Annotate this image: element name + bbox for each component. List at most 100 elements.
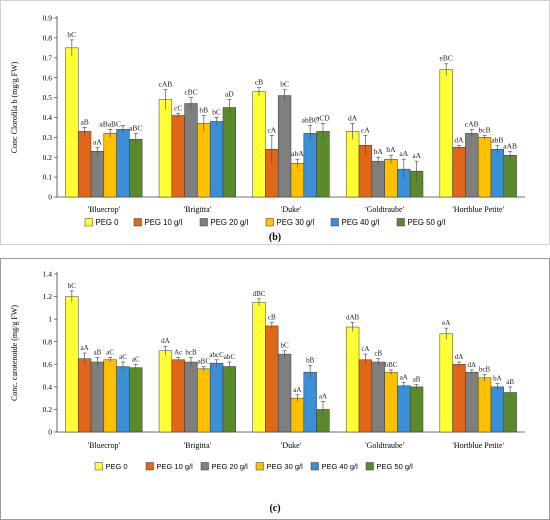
panel-c-bar: [409, 386, 424, 433]
panel-c-legend-swatch: [200, 462, 209, 471]
panel-c-y-tick-label: 1.4: [43, 270, 53, 279]
panel-b-legend-swatch: [133, 218, 142, 227]
panel-b-category-label: 'Hortblue Petite': [452, 205, 504, 214]
panel-b-data-label: dA: [454, 135, 464, 144]
panel-c-data-label: aC: [132, 355, 140, 363]
panel-c-legend-swatch: [94, 462, 103, 471]
panel-c-bar: [477, 377, 492, 433]
panel-c-bar: [465, 371, 479, 433]
panel-c-data-label: bB: [306, 356, 315, 364]
panel-b-y-tick-label: 0: [48, 193, 52, 202]
panel-c-bar: [90, 361, 105, 433]
panel-b-bar: [129, 139, 143, 198]
panel-c-legend-swatch: [255, 462, 264, 471]
panel-c-bar: [184, 361, 198, 433]
panel-c-data-label: abcC: [209, 351, 224, 359]
panel-b-bar: [184, 103, 198, 198]
panel-c-bar: [384, 371, 398, 433]
panel-b-legend-swatch: [84, 218, 93, 227]
panel-c-bar: [65, 296, 79, 433]
panel-b-legend-label: PEG 10 g/l: [145, 218, 183, 227]
panel-b-legend-swatch: [330, 218, 339, 227]
panel-c-data-label: dA: [455, 353, 464, 361]
panel-c-bar: [452, 364, 466, 433]
panel-b-y-tick-label: 0.8: [43, 33, 53, 42]
panel-c-bar: [345, 326, 360, 433]
panel-b-bar: [384, 158, 398, 198]
panel-b-data-label: aCD: [316, 113, 330, 122]
panel-c-data-label: aC: [119, 353, 127, 361]
panel-b-category-label: 'Bluecrop': [88, 205, 121, 214]
panel-c-y-tick-label: 0.4: [43, 382, 53, 391]
panel-b-bar: [371, 160, 385, 198]
panel-c-data-label: aB: [413, 376, 421, 384]
panel-b-bar: [290, 162, 305, 198]
panel-c-data-label: bcB: [479, 365, 491, 373]
panel-c-data-label: eA: [442, 319, 450, 327]
panel-b-category-label: 'Duke': [281, 205, 302, 214]
panel-c-data-label: bA: [493, 374, 502, 382]
panel-c-bar: [265, 325, 279, 433]
panel-b-data-label: aA: [412, 151, 421, 160]
panel-c-legend-label: PEG 10 g/l: [157, 462, 194, 471]
panel-c-bar: [129, 367, 143, 433]
panel-c-legend-label: PEG 50 g/l: [377, 462, 414, 471]
panel-b-data-label: abBC: [302, 115, 319, 124]
panel-c-legend-swatch: [310, 462, 319, 471]
panel-c-bar: [103, 359, 117, 433]
panel-c-data-label: cA: [361, 345, 369, 353]
panel-c-data-label: aA: [81, 344, 89, 352]
panel-c-data-label: abC: [224, 353, 236, 361]
panel-b-bar: [477, 137, 492, 198]
panel-c-bar: [252, 301, 266, 433]
panel-c-data-label: aA: [319, 393, 327, 401]
panel-b-bar: [116, 129, 130, 198]
panel-b-data-label: bB: [199, 105, 208, 114]
panel-b-legend-label: PEG 40 g/l: [342, 218, 380, 227]
panel-c-legend-swatch: [145, 462, 154, 471]
panel-c-y-tick-label: 0.8: [43, 337, 53, 346]
panel-c-bar: [439, 333, 453, 433]
panel-b-data-label: bA: [386, 145, 396, 154]
panel-b-bar: [90, 151, 105, 198]
panel-c-bar: [303, 371, 317, 433]
panel-b-bar: [439, 69, 453, 198]
panel-c-bar: [371, 361, 385, 433]
panel-c-bar: [222, 366, 237, 433]
panel-c-bar: [116, 366, 130, 433]
panel-b-data-label: aA: [399, 149, 408, 158]
panel-b-bar: [171, 115, 185, 198]
panel-b-category-label: 'Goldtraube': [365, 205, 404, 214]
panel-b-data-label: aAB: [503, 141, 517, 150]
panel-c-data-label: dA: [161, 337, 170, 345]
panel-b-bar: [222, 107, 237, 198]
panel-b-label: (b): [268, 232, 282, 243]
panel-b-y-tick-label: 0.4: [43, 113, 53, 122]
panel-b-y-tick-label: 0.5: [43, 93, 53, 102]
panel-c-data-label: aC: [106, 349, 114, 357]
panel-c-data-label: aA: [400, 373, 408, 381]
panel-b-legend-swatch: [396, 218, 405, 227]
panel-b-data-label: aBC: [129, 123, 142, 132]
panel-b-data-label: dA: [348, 113, 358, 122]
panel-b-legend-swatch: [199, 218, 208, 227]
panel-b-bar: [209, 121, 224, 198]
panel-c-category-label: 'Bluecrop': [88, 441, 121, 450]
panel-c-bar: [397, 385, 411, 433]
panel-b-bar: [158, 99, 173, 198]
panel-b-legend-label: PEG 0: [96, 218, 120, 227]
panel-b-bar: [252, 91, 266, 198]
panel-c-category-label: 'Duke': [281, 441, 302, 450]
panel-c-y-tick-label: 0.2: [43, 405, 53, 414]
panel-b-data-label: aBaBC: [99, 119, 121, 128]
panel-c-data-label: aB: [506, 378, 514, 386]
panel-b-data-label: cA: [361, 125, 370, 134]
panel-c-legend-label: PEG 30 g/l: [267, 462, 304, 471]
panel-b-bar: [465, 133, 479, 198]
panel-b-data-label: bC: [212, 107, 221, 116]
panel-c-data-label: dA: [468, 361, 477, 369]
panel-c-y-tick-label: 1.2: [43, 292, 53, 301]
panel-c-bar: [490, 386, 505, 433]
panel-c-category-label: 'Hortblue Petite': [452, 441, 504, 450]
